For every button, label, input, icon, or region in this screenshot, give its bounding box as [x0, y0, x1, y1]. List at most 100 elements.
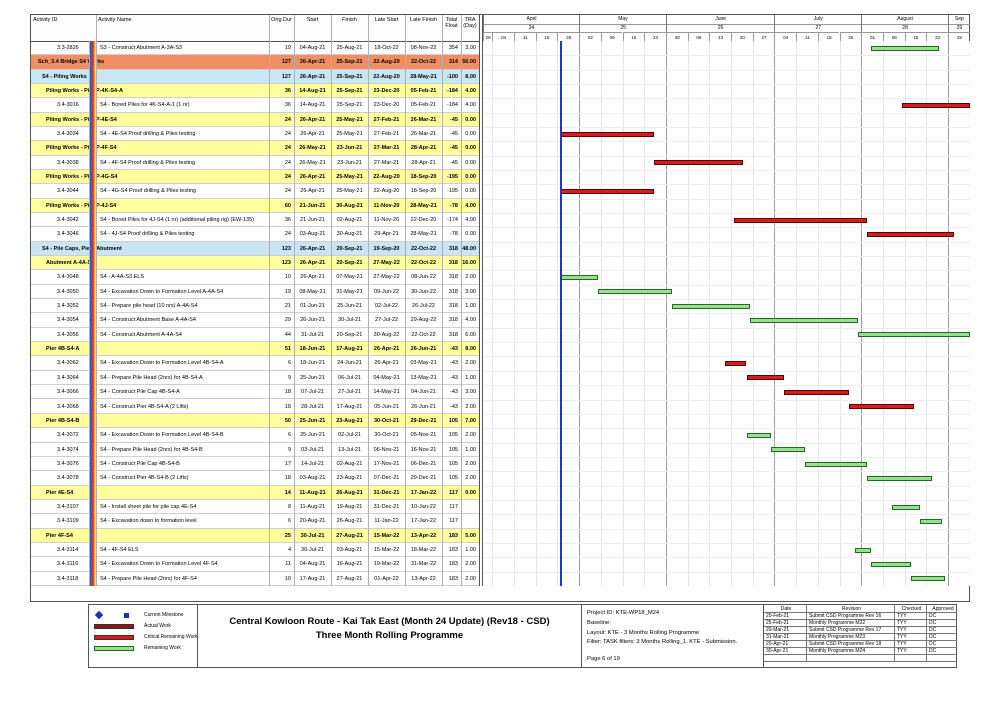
cell-name: S4 - Bored Piles for 4K-S4-A-1 (1 nr) [100, 102, 190, 109]
cell-start: 01-Jun-21 [300, 303, 325, 310]
row-gridline [483, 184, 970, 186]
timescale-week: 09 [600, 32, 623, 41]
table-chart-splitter[interactable] [479, 15, 483, 586]
cell-tra: 2.00 [465, 360, 476, 367]
cell-name: S4 - 4J-S4 Proof drilling & Piles testin… [100, 231, 195, 238]
cell-finish: 20-Sep-21 [336, 260, 363, 267]
column-divider [461, 15, 462, 41]
row-gridline [483, 370, 970, 372]
milestone-square-icon [124, 613, 129, 618]
cell-tf: -100 [446, 73, 458, 80]
cell-tf: 105 [448, 460, 458, 467]
cell-dur: 127 [281, 59, 291, 66]
column-divider [461, 41, 462, 586]
revision-cell: DC [926, 648, 957, 655]
cell-tra: 3.00 [465, 288, 476, 295]
table-row: 3.4-3114 S4 - 4F-S4 ELS 4 30-Jul-21 03-Aug-2… [31, 543, 479, 558]
month-label: May [618, 16, 628, 22]
cell-tra: 2.00 [465, 274, 476, 281]
cell-dur: 24 [284, 145, 291, 152]
revision-cell [926, 655, 957, 662]
cell-start: 26-Apr-21 [299, 73, 326, 80]
cell-start: 21-Jun-21 [300, 217, 325, 224]
cell-dur: 60 [284, 202, 291, 209]
project-id: Project ID: KTE-WP18_M24 [587, 610, 660, 616]
revision-cell [764, 655, 806, 662]
cell-dur: 10 [284, 274, 291, 281]
cell-tra: 2.00 [465, 460, 476, 467]
cell-ls: 31-Dec-21 [373, 503, 400, 510]
cell-dur: 25 [284, 532, 291, 539]
revision-cell: Submit CSD Programme Rev 17 [806, 627, 894, 634]
cell-start: 03-Aug-21 [299, 231, 326, 238]
edge-colour-stripe [95, 41, 97, 586]
row-gridline [483, 442, 970, 444]
table-row: 3.3-2826 S3 - Construct Abutment A-3A-S3 1… [31, 41, 479, 56]
timescale-week: 15 [904, 32, 927, 41]
cell-ls: 26-Apr-21 [373, 346, 400, 353]
cell-start: 18-Jun-21 [300, 360, 325, 367]
cell-id: 3.4-3109 [57, 518, 79, 525]
cell-ls: 15-Mar-22 [373, 532, 400, 539]
cell-start: 26-Apr-21 [300, 131, 325, 138]
cell-dur: 6 [287, 518, 291, 525]
table-row: 3.4-3068 S4 - Construct Pier 4B-S4-A (2 L… [31, 400, 479, 414]
timescale-week: 11 [514, 32, 536, 41]
table-row: 3.4-3116 S4 - Excavation Down to Formatio… [31, 557, 479, 572]
cell-dur: 127 [281, 73, 291, 80]
table-row: 3.4-3054 S4 - Construct Abutment Base A-4… [31, 313, 479, 328]
edge-colour-stripe [89, 41, 91, 586]
group-row: Pier 4E-S4 14 11-Aug-21 26-Aug-21 31-Dec-21 1… [31, 485, 479, 500]
cell-tf: 183 [448, 575, 458, 582]
cell-lf: 28-May-21 [410, 202, 437, 209]
group-row: Abutment A-4A-S4 123 26-Apr-21 20-Sep-21 27-… [31, 256, 479, 271]
timescale-week: 25 [839, 32, 862, 41]
legend-item: Actual Work [94, 622, 194, 632]
group-row: Sch_3.4 Bridge S4 Works 127 26-Apr-21 25-Se… [31, 55, 479, 70]
cell-start: 25-Jun-21 [300, 432, 325, 439]
revision-col-header: Date [764, 605, 806, 613]
cell-finish: 13-Jul-21 [338, 446, 361, 453]
cell-dur: 6 [287, 360, 291, 367]
timescale-month: April 24 [483, 15, 580, 32]
column-divider [294, 41, 295, 586]
group-name: Sch_3.4 Bridge S4 Works [38, 59, 105, 66]
cell-start: 08-May-21 [299, 288, 326, 295]
column-divider [405, 15, 406, 41]
cell-start: 26-Apr-21 [299, 245, 326, 252]
cell-start: 30-Jul-21 [301, 546, 324, 553]
cell-finish: 25-May-21 [336, 188, 363, 195]
group-row: Pier 4B-S4-B 50 25-Jun-21 23-Aug-21 30-Oct-2… [31, 413, 479, 429]
critical-remaining-bar [867, 232, 955, 238]
row-gridline [483, 557, 970, 559]
row-gridline [483, 528, 970, 530]
cell-finish: 19-Aug-21 [336, 503, 363, 510]
cell-ls: 09-Jun-22 [374, 288, 399, 295]
column-divider [96, 15, 97, 41]
cell-tf: 183 [448, 546, 458, 553]
cell-lf: 05-Feb-21 [410, 102, 437, 109]
table-row: 3.4-3078 S4 - Construct Pier 4B-S4-B (2 L… [31, 471, 479, 486]
revision-cell: 31-Mar-21 [764, 634, 806, 641]
cell-ls: 27-Jul-22 [375, 317, 398, 324]
row-gridline [483, 198, 970, 200]
legend-label: Critical Remaining Work [144, 634, 198, 640]
cell-tra: 8.00 [465, 73, 476, 80]
cell-lf: 17-Jan-22 [410, 489, 437, 496]
cell-finish: 20-Sep-21 [336, 331, 363, 338]
row-gridline [483, 55, 970, 57]
column-divider [294, 15, 295, 41]
timescale-month: June 26 [665, 15, 775, 32]
cell-dur: 4 [287, 546, 291, 553]
cell-ls: 23-Dec-20 [373, 88, 400, 95]
cell-id: 3.4-3078 [57, 475, 79, 482]
critical-remaining-bar [746, 375, 784, 381]
cell-dur: 18 [284, 389, 291, 396]
cell-name: S4 - Construct Pile Cap 4B-S4-B [100, 460, 180, 467]
cell-id: 3.3-2826 [57, 45, 79, 51]
table-row: 3.4-3038 S4 - 4F-S4 Proof drilling & Pile… [31, 156, 479, 171]
table-row: 3.4-3034 S4 - 4E-S4 Proof drilling & Pile… [31, 127, 479, 142]
group-row: Piling Works - Pier P-4K-S4-A 36 14-Aug-21… [31, 84, 479, 99]
critical-remaining-bar [848, 404, 914, 410]
cell-ls: 22-Aug-20 [373, 188, 400, 195]
